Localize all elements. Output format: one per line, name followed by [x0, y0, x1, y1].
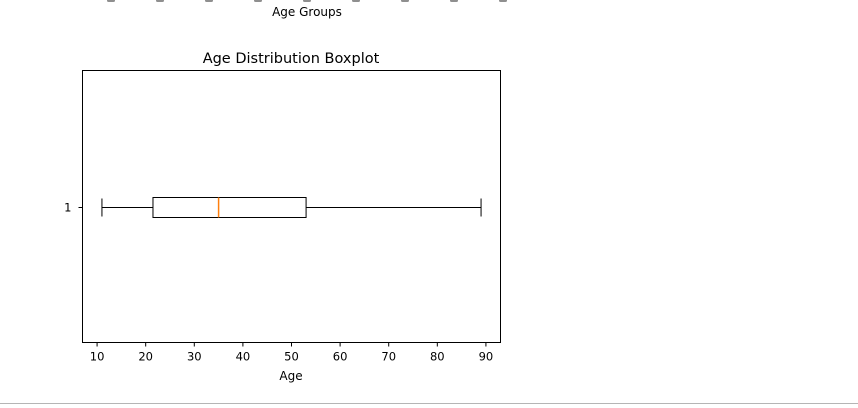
x-tick-label: 60	[333, 350, 348, 364]
previous-chart-tick-fragment	[203, 0, 215, 4]
previous-chart-ticks-clipped	[0, 0, 858, 4]
x-tick-label: 70	[381, 350, 396, 364]
x-tick-label: 10	[90, 350, 105, 364]
boxes-group	[101, 197, 482, 218]
y-tick-label: 1	[64, 201, 71, 215]
x-tick-label: 50	[284, 350, 299, 364]
x-tick-label: 80	[430, 350, 445, 364]
boxplot-chart: Age Distribution Boxplot 10 20 30 40 50 60 70 8…	[64, 51, 501, 383]
x-axis: 10 20 30 40 50 60 70 80 90	[90, 342, 494, 364]
previous-chart-tick-fragment	[301, 0, 313, 4]
previous-chart-tick-fragment	[497, 0, 509, 4]
cell-divider	[0, 403, 858, 404]
previous-chart-tick-fragment	[154, 0, 166, 4]
x-tick-label: 90	[479, 350, 494, 364]
x-tick-label: 40	[236, 350, 251, 364]
previous-chart-tick-fragment	[105, 0, 117, 4]
previous-chart-tick-fragment	[448, 0, 460, 4]
x-tick-label: 20	[138, 350, 153, 364]
previous-chart-tick-fragment	[350, 0, 362, 4]
x-axis-label: Age	[279, 369, 302, 383]
x-tick-label: 30	[187, 350, 202, 364]
previous-chart-tick-fragment	[399, 0, 411, 4]
box-iqr	[152, 197, 307, 218]
chart-title: Age Distribution Boxplot	[203, 51, 380, 67]
previous-chart-xlabel: Age Groups	[272, 5, 342, 19]
previous-chart-tick-fragment	[252, 0, 264, 4]
y-axis: 1	[64, 201, 83, 215]
plot-frame	[82, 70, 501, 343]
